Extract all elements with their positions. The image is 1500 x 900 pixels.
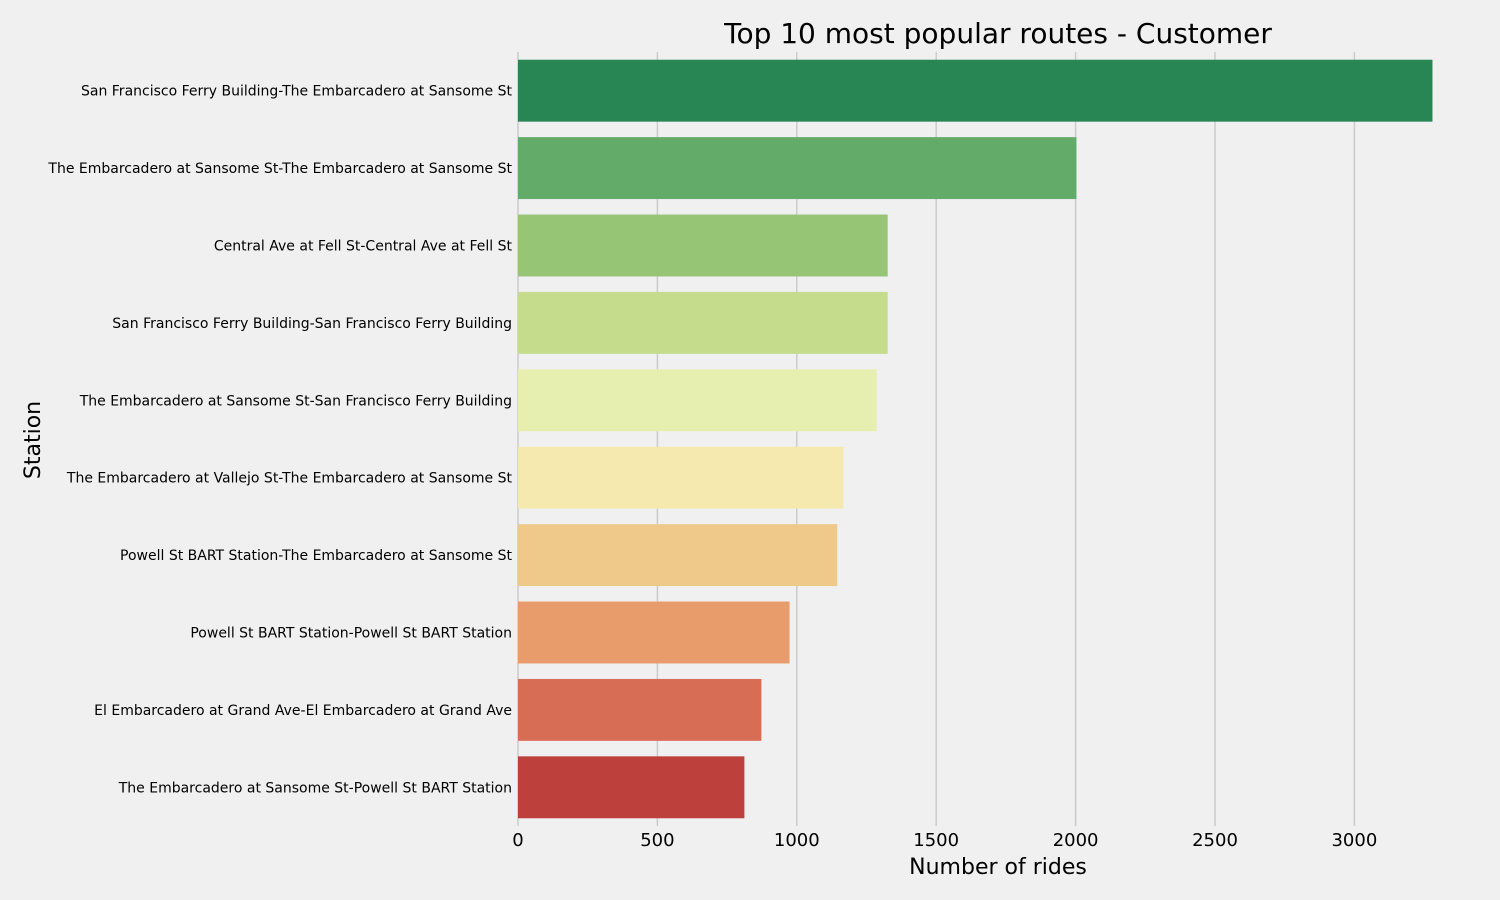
bar bbox=[518, 369, 877, 432]
x-tick-label: 1000 bbox=[774, 830, 820, 851]
bar bbox=[518, 446, 844, 509]
bar bbox=[518, 137, 1077, 200]
y-category-label: Powell St BART Station-Powell St BART St… bbox=[190, 626, 512, 642]
x-tick-label: 2500 bbox=[1192, 830, 1238, 851]
bar bbox=[518, 756, 745, 819]
y-category-label: San Francisco Ferry Building-The Embarca… bbox=[81, 84, 513, 100]
x-axis-label: Number of rides bbox=[909, 855, 1087, 880]
y-category-label: The Embarcadero at Sansome St-San Franci… bbox=[79, 393, 512, 409]
y-category-label: The Embarcadero at Sansome St-The Embarc… bbox=[47, 161, 512, 177]
y-category-label: Central Ave at Fell St-Central Ave at Fe… bbox=[214, 239, 513, 255]
y-category-label: Powell St BART Station-The Embarcadero a… bbox=[120, 548, 512, 564]
y-category-label: The Embarcadero at Vallejo St-The Embarc… bbox=[66, 471, 513, 487]
bars bbox=[518, 59, 1433, 819]
bar bbox=[518, 601, 790, 664]
x-tick-label: 0 bbox=[512, 830, 523, 851]
x-tick-label: 500 bbox=[640, 830, 674, 851]
x-tick-labels: 0 500 1000 1500 2000 2500 3000 bbox=[512, 830, 1377, 851]
y-category-label: San Francisco Ferry Building-San Francis… bbox=[112, 316, 512, 332]
bar bbox=[518, 678, 762, 741]
y-category-labels: San Francisco Ferry Building-The Embarca… bbox=[47, 84, 512, 797]
bar bbox=[518, 524, 838, 587]
y-category-label: The Embarcadero at Sansome St-Powell St … bbox=[118, 780, 512, 796]
x-tick-label: 1500 bbox=[913, 830, 959, 851]
bar bbox=[518, 59, 1433, 122]
bar bbox=[518, 214, 888, 277]
y-axis-label: Station bbox=[21, 401, 46, 479]
x-tick-label: 3000 bbox=[1331, 830, 1377, 851]
bar bbox=[518, 291, 888, 354]
x-tick-label: 2000 bbox=[1053, 830, 1099, 851]
y-category-label: El Embarcadero at Grand Ave-El Embarcade… bbox=[94, 703, 512, 719]
chart-title: Top 10 most popular routes - Customer bbox=[723, 17, 1272, 50]
